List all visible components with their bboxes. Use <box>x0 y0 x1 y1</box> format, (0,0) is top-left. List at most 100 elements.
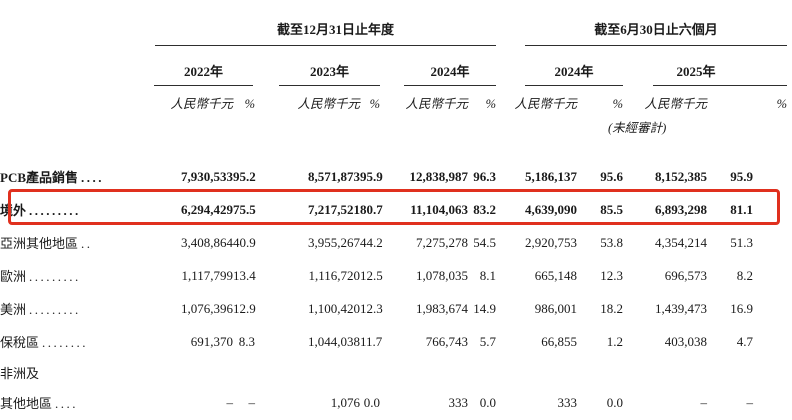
value-cell: – <box>746 394 754 410</box>
value-cell: 51.3 <box>730 234 754 250</box>
percent-header: % <box>244 97 255 111</box>
unit-header-row: 人民幣千元 % 人民幣千元 % 人民幣千元 % 人民幣千元 % 人民幣千元 % <box>0 86 787 115</box>
value-cell: 766,743 <box>425 333 468 349</box>
value-cell: 12.5 <box>360 267 383 283</box>
value-cell: 12.3 <box>600 267 624 283</box>
table-row-pcb-sales: PCB產品銷售.... 7,930,533 95.2 8,571,873 95.… <box>0 160 787 193</box>
value-cell: 80.7 <box>360 201 383 217</box>
table-row-other-asia: 亞洲其他地區.. 3,408,864 40.9 3,955,267 44.2 7… <box>0 226 787 259</box>
gap-cell <box>496 0 511 46</box>
year-2022-label: 2022年 <box>154 61 253 86</box>
unaudited-cell: (未經審計) <box>0 115 787 139</box>
empty-cell <box>753 358 787 386</box>
value-cell: 4,639,090 <box>525 201 578 217</box>
value-cell: 3,408,864 <box>181 234 233 250</box>
percent-header: % <box>369 97 380 111</box>
value-cell: 0.0 <box>606 394 624 410</box>
value-cell: 403,038 <box>664 333 708 349</box>
value-cell: 5,186,137 <box>525 168 578 184</box>
dot-leader: .... <box>81 170 105 185</box>
value-cell: 11,104,063 <box>410 201 468 217</box>
empty-cell <box>753 160 787 193</box>
value-cell: 8.2 <box>736 267 754 283</box>
value-cell: – <box>248 394 256 410</box>
value-cell: 1,116,720 <box>308 267 360 283</box>
value-cell: 8.1 <box>479 267 497 283</box>
empty-cell <box>0 86 148 115</box>
gap-cell <box>496 386 511 419</box>
value-cell: 691,370 <box>190 333 233 349</box>
empty-cell <box>0 46 148 86</box>
value-cell: 8.3 <box>238 333 255 349</box>
value-cell: 95.9 <box>360 168 383 184</box>
dot-leader: .... <box>55 396 79 411</box>
value-cell: – <box>226 394 234 410</box>
gap-cell <box>496 193 511 226</box>
spacer-row <box>0 139 787 160</box>
value-cell: 66,855 <box>541 333 578 349</box>
dot-leader: ......... <box>29 203 81 218</box>
year-header-row: 2022年 2023年 2024年 2024年 2025年 <box>0 46 788 86</box>
value-cell: 333 <box>557 394 578 410</box>
value-cell: 81.1 <box>730 201 754 217</box>
value-cell: 1,078,035 <box>416 267 468 283</box>
value-cell: 696,573 <box>664 267 708 283</box>
empty-cell <box>753 193 787 226</box>
row-label: 保稅區........ <box>0 335 89 350</box>
empty-cell <box>0 0 148 46</box>
empty-cell <box>148 358 753 386</box>
value-cell: 8,571,873 <box>308 168 360 184</box>
percent-header: % <box>612 97 624 111</box>
value-cell: 0.0 <box>479 394 497 410</box>
value-cell: 18.2 <box>600 300 624 316</box>
value-cell: 333 <box>448 394 469 410</box>
value-cell: 83.2 <box>473 201 497 217</box>
year-2022-cell: 2022年 <box>148 46 255 86</box>
year-2024-interim-label: 2024年 <box>525 61 624 86</box>
year-2025-cell: 2025年 <box>623 46 788 86</box>
value-cell: 13.4 <box>233 267 256 283</box>
row-label: 歐洲......... <box>0 269 81 284</box>
empty-cell <box>753 386 787 419</box>
value-cell: 12.9 <box>233 300 256 316</box>
value-cell: 1,044,038 <box>308 333 360 349</box>
unaudited-row: (未經審計) <box>0 115 787 139</box>
value-cell: 8,152,385 <box>655 168 708 184</box>
row-label: 亞洲其他地區.. <box>0 236 93 251</box>
row-label: 其他地區.... <box>0 396 79 411</box>
year-2025-label: 2025年 <box>653 61 788 86</box>
unit-header: 人民幣千元 <box>644 97 708 111</box>
empty-cell <box>753 325 787 358</box>
value-cell: 53.8 <box>600 234 624 250</box>
gap-cell <box>496 46 511 86</box>
value-cell: 1,100,420 <box>308 300 360 316</box>
row-label: PCB產品銷售.... <box>0 170 105 185</box>
unit-header: 人民幣千元 <box>405 97 468 111</box>
year-2023-cell: 2023年 <box>255 46 380 86</box>
table-row-overseas: 境外......... 6,294,429 75.5 7,217,521 80.… <box>0 193 787 226</box>
value-cell: 986,001 <box>534 300 578 316</box>
value-cell: 54.5 <box>473 234 497 250</box>
value-cell: 95.9 <box>730 168 754 184</box>
year-2024-interim-cell: 2024年 <box>511 46 624 86</box>
value-cell: 1,076,396 <box>181 300 233 316</box>
value-cell: 40.9 <box>233 234 256 250</box>
unaudited-note: (未經審計) <box>608 121 667 135</box>
value-cell: 3,955,267 <box>308 234 360 250</box>
dot-leader: .. <box>81 236 93 251</box>
unit-header: 人民幣千元 <box>170 97 233 111</box>
row-label: 美洲......... <box>0 302 81 317</box>
unit-header: 人民幣千元 <box>297 97 360 111</box>
value-cell: 4,354,214 <box>655 234 708 250</box>
dot-leader: ......... <box>29 269 81 284</box>
percent-header: % <box>776 97 788 111</box>
table-row-africa-and: 非洲及 <box>0 358 787 386</box>
value-cell: 2,920,753 <box>525 234 578 250</box>
unit-header: 人民幣千元 <box>514 97 578 111</box>
value-cell: 5.7 <box>479 333 497 349</box>
period-annual-cell: 截至12月31日止年度 <box>148 0 497 46</box>
gap-cell <box>496 292 511 325</box>
table-row-americas: 美洲......... 1,076,396 12.9 1,100,420 12.… <box>0 292 787 325</box>
